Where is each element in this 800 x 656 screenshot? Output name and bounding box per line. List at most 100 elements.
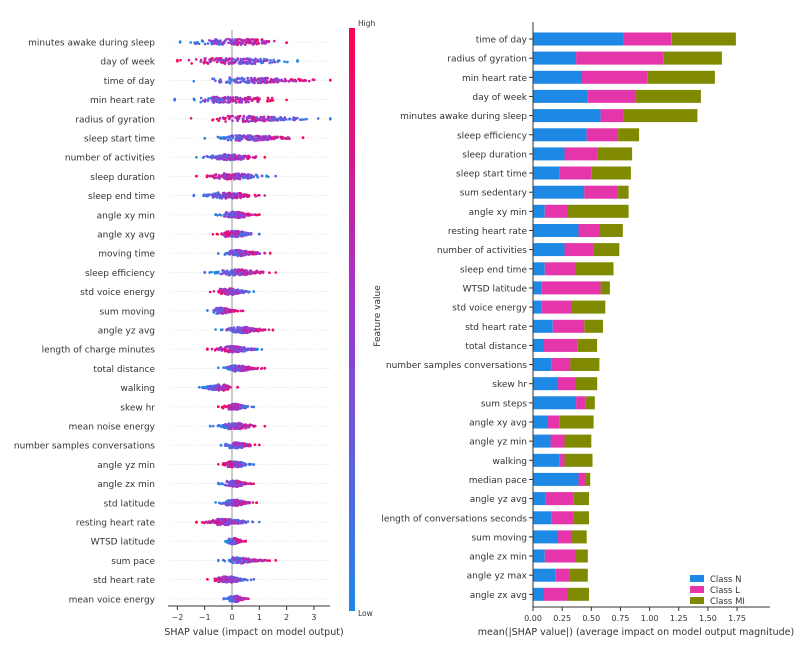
beeswarm-point bbox=[250, 174, 254, 177]
beeswarm-point bbox=[285, 98, 288, 102]
bar-segment bbox=[564, 147, 598, 161]
beeswarm-point bbox=[216, 59, 220, 63]
bar-segment bbox=[533, 511, 552, 525]
bar-segment bbox=[578, 472, 586, 486]
beeswarm-point bbox=[241, 176, 245, 180]
beeswarm-point bbox=[267, 40, 271, 43]
beeswarm-point bbox=[212, 290, 216, 293]
beeswarm-point bbox=[218, 290, 221, 293]
bar-segment bbox=[593, 243, 620, 257]
beeswarm-point bbox=[225, 479, 229, 483]
beeswarm-point bbox=[227, 310, 231, 314]
beeswarm-point bbox=[285, 118, 288, 121]
beeswarm-point bbox=[253, 213, 257, 217]
beeswarm-point bbox=[231, 599, 235, 602]
beeswarm-point bbox=[263, 328, 267, 332]
beeswarm-feature-label: total distance bbox=[93, 365, 155, 375]
beeswarm-point bbox=[236, 348, 240, 352]
beeswarm-point bbox=[292, 118, 296, 121]
bar-segment bbox=[552, 319, 585, 333]
beeswarm-point bbox=[237, 212, 240, 216]
bar-segment bbox=[575, 377, 598, 391]
beeswarm-point bbox=[271, 328, 275, 332]
beeswarm-point bbox=[227, 422, 231, 425]
bar-segment bbox=[571, 530, 587, 544]
beeswarm-point bbox=[235, 134, 239, 138]
beeswarm-point bbox=[242, 462, 246, 466]
beeswarm-point bbox=[242, 366, 246, 370]
beeswarm-point bbox=[238, 139, 241, 142]
beeswarm-point bbox=[274, 78, 277, 82]
beeswarm-point bbox=[235, 328, 239, 332]
beeswarm-point bbox=[235, 423, 238, 427]
beeswarm-point bbox=[208, 271, 211, 274]
beeswarm-point bbox=[218, 482, 222, 486]
bar-segment bbox=[533, 70, 582, 84]
bar-category-label: sleep efficiency bbox=[457, 131, 528, 141]
beeswarm-point bbox=[265, 174, 268, 177]
beeswarm-point bbox=[239, 252, 242, 256]
beeswarm-point bbox=[239, 57, 242, 61]
beeswarm-point bbox=[222, 287, 226, 291]
beeswarm-point bbox=[241, 41, 244, 45]
beeswarm-point bbox=[239, 96, 242, 100]
beeswarm-point bbox=[251, 520, 255, 524]
beeswarm-point bbox=[250, 348, 254, 352]
beeswarm-point bbox=[211, 118, 214, 122]
beeswarm-point bbox=[217, 580, 220, 583]
beeswarm-point bbox=[239, 232, 243, 236]
beeswarm-point bbox=[226, 580, 229, 584]
beeswarm-point bbox=[247, 120, 250, 123]
beeswarm-point bbox=[272, 58, 276, 62]
beeswarm-point bbox=[267, 116, 270, 119]
beeswarm-point bbox=[235, 309, 238, 313]
beeswarm-point bbox=[231, 234, 234, 237]
beeswarm-point bbox=[227, 426, 231, 429]
bar-category-label: median pace bbox=[469, 476, 528, 486]
beeswarm-point bbox=[219, 39, 222, 42]
beeswarm-point bbox=[244, 101, 248, 104]
beeswarm-point bbox=[220, 502, 223, 506]
beeswarm-point bbox=[247, 194, 250, 198]
bar-segment bbox=[533, 396, 577, 410]
beeswarm-point bbox=[237, 41, 240, 45]
beeswarm-point bbox=[203, 59, 207, 62]
bar-category-label: number of activities bbox=[437, 246, 527, 256]
beeswarm-point bbox=[252, 138, 255, 141]
beeswarm-point bbox=[258, 118, 262, 122]
beeswarm-point bbox=[225, 484, 228, 487]
beeswarm-point bbox=[238, 427, 242, 431]
beeswarm-point bbox=[253, 347, 256, 351]
bar-category-label: radius of gyration bbox=[447, 55, 527, 65]
beeswarm-point bbox=[288, 117, 291, 121]
bar-segment bbox=[571, 300, 606, 314]
beeswarm-point bbox=[218, 310, 222, 313]
beeswarm-point bbox=[221, 580, 224, 583]
beeswarm-point bbox=[233, 446, 237, 450]
beeswarm-point bbox=[254, 155, 258, 158]
beeswarm-point bbox=[223, 100, 227, 103]
beeswarm-point bbox=[239, 520, 242, 524]
bar-segment bbox=[587, 89, 636, 103]
beeswarm-feature-label: std heart rate bbox=[93, 576, 155, 586]
beeswarm-point bbox=[240, 61, 243, 65]
beeswarm-point bbox=[228, 177, 231, 181]
colorbar-high-label: High bbox=[358, 19, 375, 28]
beeswarm-point bbox=[192, 97, 196, 101]
beeswarm-feature-label: angle xy avg bbox=[97, 231, 155, 241]
beeswarm-point bbox=[249, 252, 253, 256]
beeswarm-point bbox=[254, 119, 258, 122]
beeswarm-point bbox=[238, 136, 241, 139]
beeswarm-x-tick-label: 2 bbox=[284, 613, 289, 622]
bar-category-label: walking bbox=[492, 457, 527, 467]
beeswarm-point bbox=[219, 287, 223, 291]
beeswarm-point bbox=[249, 41, 253, 44]
beeswarm-point bbox=[216, 214, 219, 217]
bar-segment bbox=[623, 109, 698, 123]
beeswarm-point bbox=[248, 558, 251, 562]
beeswarm-point bbox=[285, 41, 288, 45]
beeswarm-point bbox=[235, 177, 238, 180]
beeswarm-point bbox=[256, 137, 259, 140]
beeswarm-point bbox=[247, 212, 250, 215]
beeswarm-point bbox=[233, 291, 236, 295]
